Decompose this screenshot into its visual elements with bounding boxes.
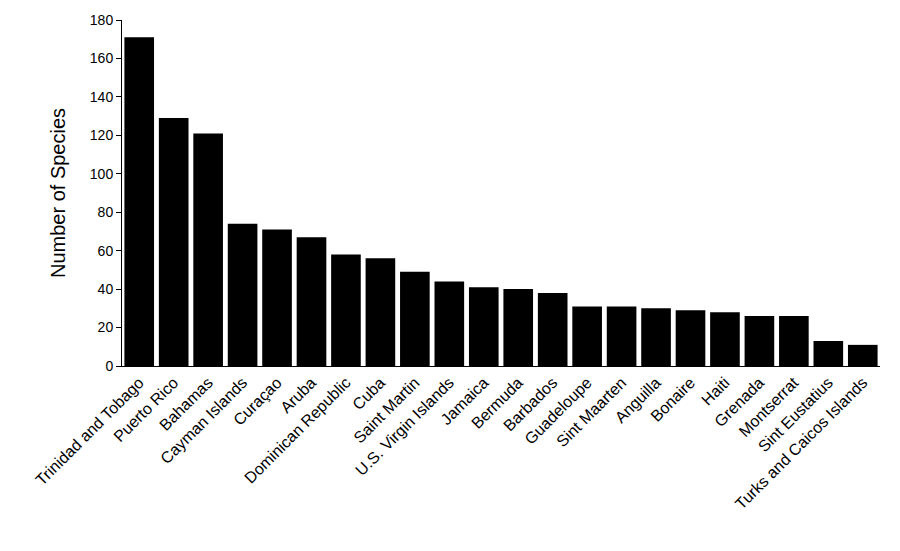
svg-text:Bermuda: Bermuda bbox=[468, 374, 526, 432]
svg-text:Barbados: Barbados bbox=[500, 374, 560, 434]
svg-text:Aruba: Aruba bbox=[277, 374, 319, 416]
svg-text:Saint Martin: Saint Martin bbox=[350, 374, 422, 446]
svg-text:Turks and Caicos Islands: Turks and Caicos Islands bbox=[732, 374, 871, 513]
svg-text:60: 60 bbox=[98, 243, 114, 259]
svg-text:40: 40 bbox=[98, 281, 114, 297]
svg-text:Guadeloupe: Guadeloupe bbox=[521, 374, 595, 448]
svg-text:Sint Eustatius: Sint Eustatius bbox=[755, 374, 836, 455]
svg-text:Anguilla: Anguilla bbox=[612, 374, 664, 426]
svg-text:Montserrat: Montserrat bbox=[736, 374, 802, 440]
svg-text:Dominican Republic: Dominican Republic bbox=[241, 374, 354, 487]
svg-text:Grenada: Grenada bbox=[711, 374, 767, 430]
svg-text:80: 80 bbox=[98, 204, 114, 220]
svg-text:120: 120 bbox=[90, 127, 114, 143]
svg-text:Haiti: Haiti bbox=[698, 374, 733, 409]
svg-text:Jamaica: Jamaica bbox=[437, 374, 491, 428]
svg-text:Sint Maarten: Sint Maarten bbox=[553, 374, 629, 450]
svg-text:180: 180 bbox=[90, 12, 114, 28]
svg-text:100: 100 bbox=[90, 166, 114, 182]
svg-text:160: 160 bbox=[90, 50, 114, 66]
svg-text:Bahamas: Bahamas bbox=[156, 374, 216, 434]
svg-text:Bonaire: Bonaire bbox=[647, 374, 698, 425]
svg-text:Puerto Rico: Puerto Rico bbox=[110, 374, 181, 445]
svg-text:U.S. Virgin Islands: U.S. Virgin Islands bbox=[352, 374, 457, 479]
svg-text:Number of Species: Number of Species bbox=[47, 108, 69, 278]
svg-text:Curaçao: Curaçao bbox=[230, 374, 285, 429]
svg-text:140: 140 bbox=[90, 89, 114, 105]
svg-text:Cayman Islands: Cayman Islands bbox=[157, 374, 250, 467]
svg-text:Trinidad and Tobago: Trinidad and Tobago bbox=[32, 374, 147, 489]
svg-text:0: 0 bbox=[105, 358, 113, 374]
svg-text:Cuba: Cuba bbox=[349, 374, 388, 413]
svg-text:20: 20 bbox=[98, 319, 114, 335]
